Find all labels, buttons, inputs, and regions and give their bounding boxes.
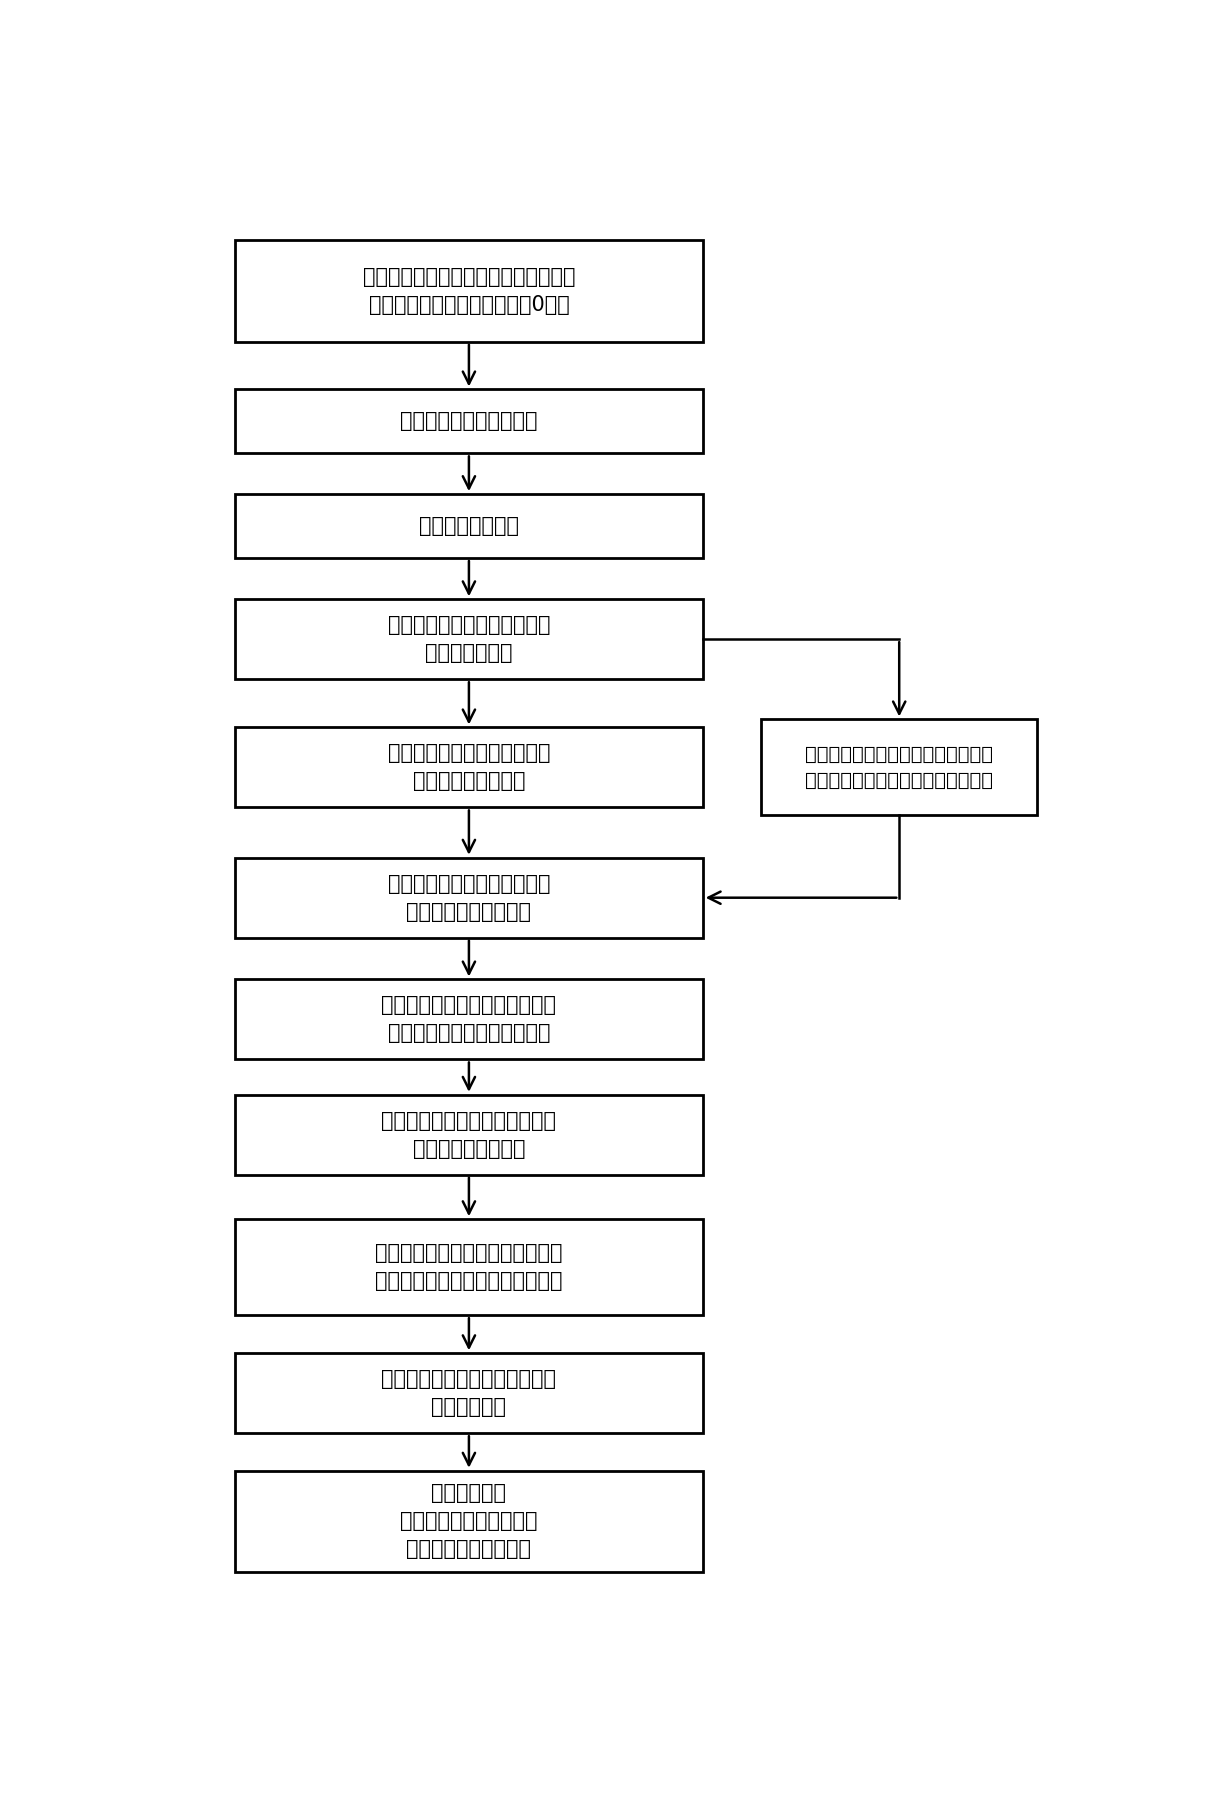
Text: 如没有能够符合不平衡度的方案，则
从全方案矩阵中选取接近平衡的方案: 如没有能够符合不平衡度的方案，则 从全方案矩阵中选取接近平衡的方案 — [805, 745, 993, 790]
Bar — [762, 719, 1037, 815]
Bar — [235, 1219, 702, 1314]
Text: 未找到比现有状态更优的方案，
开关保持不变: 未找到比现有状态更优的方案， 开关保持不变 — [381, 1368, 556, 1417]
Text: 从全方案矩阵中获得满足不平
衡度的计划方案矩阵: 从全方案矩阵中获得满足不平 衡度的计划方案矩阵 — [387, 743, 550, 792]
Bar — [235, 1354, 702, 1433]
Bar — [235, 727, 702, 808]
Text: 去除需动作大电流变化的开关方
案，得到二目标优化方案矩阵: 去除需动作大电流变化的开关方 案，得到二目标优化方案矩阵 — [381, 995, 556, 1044]
Text: 计算二目标方案中所有动作的权
重值，得到权重矩阵: 计算二目标方案中所有动作的权 重值，得到权重矩阵 — [381, 1111, 556, 1159]
Text: 判断各开关负载连接情况: 判断各开关负载连接情况 — [401, 411, 537, 431]
Bar — [235, 494, 702, 559]
Text: 根据权重矩阵选取二目标矩阵中最
合适的方案，得到三目标优化矩阵: 根据权重矩阵选取二目标矩阵中最 合适的方案，得到三目标优化矩阵 — [375, 1244, 562, 1291]
Bar — [235, 599, 702, 680]
Text: 去除需动作故障开关方案，得
到一目标优化方案矩阵: 去除需动作故障开关方案，得 到一目标优化方案矩阵 — [387, 874, 550, 921]
Text: 确定调节方案
记录最终动作开关编号，
更新开关动作频次矩阵: 确定调节方案 记录最终动作开关编号， 更新开关动作频次矩阵 — [401, 1484, 537, 1560]
Bar — [235, 979, 702, 1060]
Text: 判断电流不平衡度: 判断电流不平衡度 — [419, 516, 519, 535]
Bar — [235, 389, 702, 453]
Bar — [235, 1471, 702, 1572]
Text: 重新计算开关变动所有方案，
得到全方案矩阵: 重新计算开关变动所有方案， 得到全方案矩阵 — [387, 615, 550, 664]
Bar — [235, 1094, 702, 1176]
Bar — [235, 858, 702, 938]
Text: 开关初始化，记录开关状态，获得开关
动作频次矩阵，初始可设为全0矩阵: 开关初始化，记录开关状态，获得开关 动作频次矩阵，初始可设为全0矩阵 — [362, 267, 576, 316]
Bar — [235, 240, 702, 343]
